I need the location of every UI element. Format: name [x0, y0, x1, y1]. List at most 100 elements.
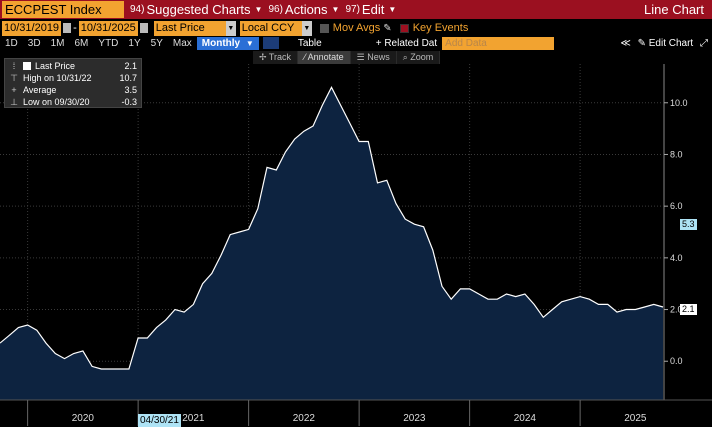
- y-tick-label: 6.0: [670, 201, 683, 211]
- chart-tools: ✢ Track ⁄ Annotate ☰ News ⌕ Zoom: [253, 51, 441, 64]
- ticker-field[interactable]: ECCPEST Index: [2, 1, 124, 18]
- period-1d[interactable]: 1D: [5, 37, 18, 49]
- period-1y[interactable]: 1Y: [128, 37, 141, 49]
- x-tick-label: 2024: [514, 413, 537, 424]
- pencil-icon[interactable]: ✎: [383, 22, 392, 34]
- y-tick-label: 4.0: [670, 253, 683, 263]
- related-data-button[interactable]: + Related Dat: [375, 37, 438, 49]
- x-tick-label: 2020: [72, 413, 95, 424]
- zoom-tool[interactable]: ⌕ Zoom: [397, 51, 441, 64]
- low-marker-icon: ⊥: [10, 97, 18, 107]
- news-label: News: [367, 52, 390, 62]
- date-separator: -: [73, 22, 77, 34]
- cursor-date-badge: 04/30/21: [138, 414, 181, 427]
- series-line: [0, 85, 664, 370]
- zoom-icon: ⌕: [402, 52, 408, 62]
- zoom-label: Zoom: [410, 52, 434, 62]
- actions-menu[interactable]: 96) Actions ▼: [268, 0, 339, 19]
- x-tick-label: 2022: [293, 413, 316, 424]
- annotate-label: Annotate: [307, 52, 344, 62]
- expand-icon[interactable]: ⤢: [700, 37, 708, 49]
- chevron-down-icon: ▼: [331, 5, 340, 14]
- period-5y[interactable]: 5Y: [150, 37, 163, 49]
- legend-label: Last Price: [35, 61, 76, 71]
- track-label: Track: [268, 52, 292, 62]
- pencil-icon: ✎: [637, 37, 646, 49]
- last-value-badge: 2.1: [680, 304, 697, 315]
- chevron-down-icon: ▼: [254, 5, 263, 14]
- price-chart[interactable]: 0.0 2.0 4.0 6.0 8.0 10.0 2020 2021 2022 2023 2024 2…: [0, 51, 712, 427]
- y-tick-label: 10.0: [670, 98, 688, 108]
- legend-label: Average: [23, 85, 57, 95]
- collapse-icon[interactable]: ≪: [620, 37, 631, 49]
- mov-avgs-checkbox[interactable]: [319, 23, 329, 33]
- period-max[interactable]: Max: [172, 37, 192, 49]
- period-3d[interactable]: 3D: [27, 37, 41, 49]
- frequency-dropdown[interactable]: Monthly ▼: [196, 36, 259, 50]
- x-tick-label: 2023: [403, 413, 426, 424]
- menu-label: Edit: [361, 2, 385, 17]
- menu-grid-icon: ⁞: [12, 61, 16, 71]
- edit-chart-label: Edit Chart: [648, 37, 694, 49]
- reference-value-badge: 5.3: [680, 219, 697, 230]
- frequency-value: Monthly: [201, 37, 241, 49]
- legend-label: High on 10/31/22: [23, 73, 92, 83]
- legend-label: Low on 09/30/20: [23, 97, 90, 107]
- news-icon: ☰: [356, 52, 365, 62]
- chevron-down-icon: ▼: [225, 20, 236, 36]
- pen-icon: ⁄: [304, 52, 306, 62]
- edit-chart-button[interactable]: ≪ ✎ Edit Chart ⤢: [620, 38, 708, 49]
- menu-number: 97): [345, 4, 360, 15]
- y-tick-label: 0.0: [670, 356, 683, 366]
- line-chart-icon[interactable]: [262, 37, 279, 49]
- chevron-down-icon: ▼: [388, 5, 397, 14]
- annotate-tool[interactable]: ⁄ Annotate: [298, 51, 351, 64]
- legend-value: 10.7: [119, 73, 137, 83]
- legend-value: 2.1: [124, 61, 137, 71]
- legend-low: ⊥ Low on 09/30/20 -0.3: [9, 96, 137, 108]
- track-tool[interactable]: ✢ Track: [253, 51, 299, 64]
- chart-legend[interactable]: ⁞ Last Price 2.1 ⊤ High on 10/31/22 10.7 +…: [4, 58, 142, 108]
- average-marker-icon: +: [11, 85, 17, 95]
- chevron-down-icon: ▼: [301, 20, 312, 36]
- field-value: Last Price: [153, 20, 226, 36]
- legend-value: 3.5: [124, 85, 137, 95]
- edit-menu[interactable]: 97) Edit ▼: [345, 0, 396, 19]
- x-tick-label: 2025: [624, 413, 647, 424]
- series-color-swatch: [23, 62, 31, 70]
- y-tick-label: 8.0: [670, 149, 683, 159]
- crosshair-icon: ✢: [259, 52, 267, 62]
- period-6m[interactable]: 6M: [74, 37, 89, 49]
- calendar-icon[interactable]: [139, 23, 148, 33]
- legend-last-price: ⁞ Last Price 2.1: [9, 60, 137, 72]
- x-tick-label: 2021: [182, 413, 205, 424]
- currency-dropdown[interactable]: Local CCY ▼: [239, 20, 312, 36]
- menu-label: Suggested Charts: [146, 2, 251, 17]
- y-tick-label: 2.0: [670, 305, 683, 315]
- period-ytd[interactable]: YTD: [98, 37, 119, 49]
- period-1m[interactable]: 1M: [50, 37, 65, 49]
- currency-value: Local CCY: [239, 20, 302, 36]
- end-date-field[interactable]: 10/31/2025: [78, 20, 138, 36]
- date-controls: 10/31/2019 - 10/31/2025 Last Price ▼ Loc…: [0, 20, 712, 36]
- mov-avgs-label[interactable]: Mov Avgs: [332, 22, 381, 34]
- key-events-checkbox[interactable]: [399, 23, 409, 33]
- chevron-down-icon: ▼: [245, 38, 254, 48]
- add-data-input[interactable]: Add Data: [442, 36, 555, 50]
- calendar-icon[interactable]: [63, 23, 72, 33]
- area-fill: [0, 87, 663, 401]
- menu-label: Actions: [284, 2, 328, 17]
- legend-average: + Average 3.5: [9, 84, 137, 96]
- menu-number: 96): [268, 4, 283, 15]
- key-events-label[interactable]: Key Events: [412, 22, 469, 34]
- news-tool[interactable]: ☰ News: [351, 51, 397, 64]
- high-marker-icon: ⊤: [10, 73, 18, 83]
- menu-number: 94): [130, 4, 145, 15]
- field-dropdown[interactable]: Last Price ▼: [153, 20, 236, 36]
- legend-high: ⊤ High on 10/31/22 10.7: [9, 72, 137, 84]
- suggested-charts-menu[interactable]: 94) Suggested Charts ▼: [130, 0, 262, 19]
- start-date-field[interactable]: 10/31/2019: [2, 20, 62, 36]
- period-toolbar: 1D 3D 1M 6M YTD 1Y 5Y Max Monthly ▼ Tabl…: [0, 36, 712, 50]
- legend-value: -0.3: [121, 97, 137, 107]
- table-button[interactable]: Table: [297, 37, 322, 49]
